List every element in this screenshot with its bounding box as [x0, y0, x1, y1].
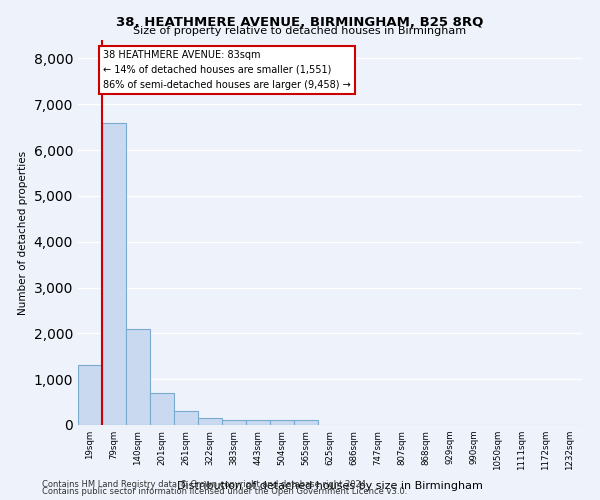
- Bar: [102, 122, 126, 425]
- Bar: [126, 329, 150, 425]
- Text: Contains public sector information licensed under the Open Government Licence v3: Contains public sector information licen…: [42, 487, 407, 496]
- Y-axis label: Number of detached properties: Number of detached properties: [18, 150, 28, 314]
- Bar: [198, 418, 222, 425]
- Bar: [174, 411, 198, 425]
- Text: 38, HEATHMERE AVENUE, BIRMINGHAM, B25 8RQ: 38, HEATHMERE AVENUE, BIRMINGHAM, B25 8R…: [116, 16, 484, 29]
- Bar: [270, 420, 294, 425]
- Text: 38 HEATHMERE AVENUE: 83sqm
← 14% of detached houses are smaller (1,551)
86% of s: 38 HEATHMERE AVENUE: 83sqm ← 14% of deta…: [103, 50, 351, 90]
- Bar: [222, 420, 246, 425]
- X-axis label: Distribution of detached houses by size in Birmingham: Distribution of detached houses by size …: [177, 482, 483, 492]
- Text: Size of property relative to detached houses in Birmingham: Size of property relative to detached ho…: [133, 26, 467, 36]
- Bar: [246, 420, 270, 425]
- Text: Contains HM Land Registry data © Crown copyright and database right 2024.: Contains HM Land Registry data © Crown c…: [42, 480, 368, 489]
- Bar: [78, 366, 102, 425]
- Bar: [294, 420, 318, 425]
- Bar: [150, 393, 174, 425]
